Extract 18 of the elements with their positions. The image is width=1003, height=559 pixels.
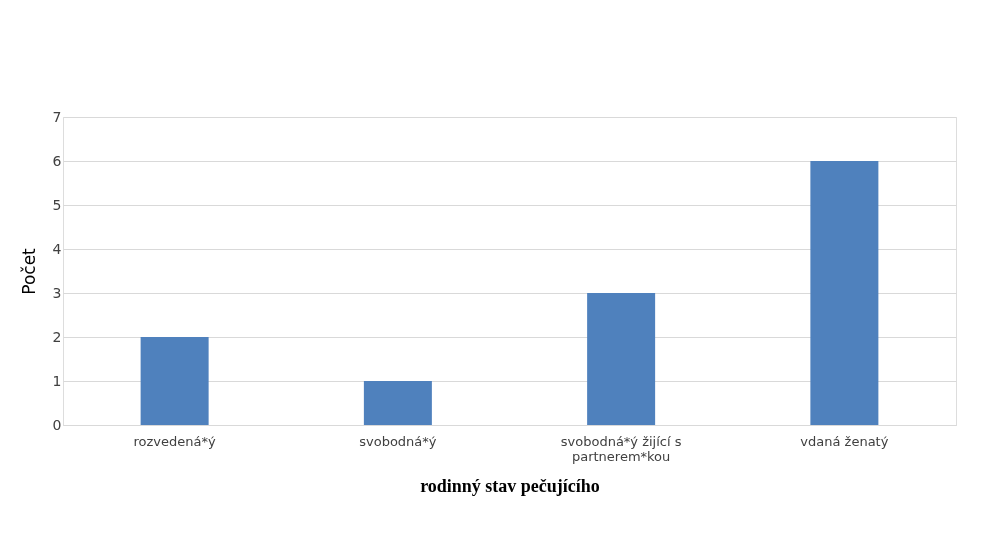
y-tick-label: 0 <box>52 416 62 433</box>
y-tick-label: 7 <box>52 108 62 125</box>
y-tick-label: 2 <box>52 328 62 345</box>
bar <box>810 161 879 425</box>
y-tick-label: 6 <box>52 152 62 169</box>
y-tick-label: 5 <box>52 196 62 213</box>
y-axis-title: Počet <box>18 247 39 295</box>
y-tick-label: 3 <box>52 284 62 301</box>
bar <box>587 293 656 425</box>
x-tick-label: svobodná*ý <box>359 433 437 449</box>
x-tick-label: vdaná ženatý <box>800 433 889 449</box>
y-tick-label: 4 <box>52 240 62 257</box>
y-tick-label: 1 <box>52 372 62 389</box>
bar <box>363 381 432 425</box>
x-tick-label: svobodná*ý žijící s partnerem*kou <box>560 433 682 464</box>
x-tick-label: rozvedená*ý <box>133 433 217 449</box>
bar <box>140 337 209 425</box>
x-axis-title: rodinný stav pečujícího <box>420 475 600 496</box>
